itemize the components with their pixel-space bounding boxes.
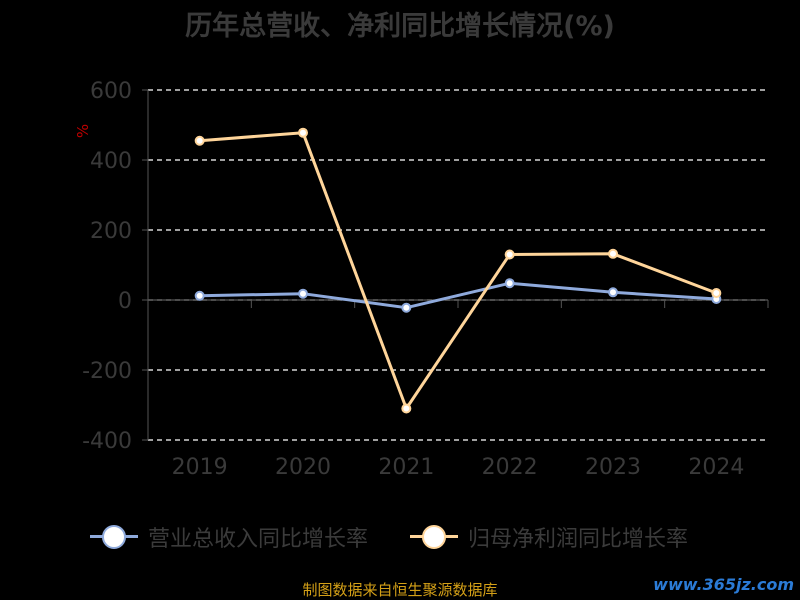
data-point-s0-2020 — [298, 288, 308, 299]
y-tick-label-400: 400 — [90, 149, 132, 174]
y-tick-label-0: 0 — [118, 289, 132, 314]
data-point-s1-2024 — [711, 288, 722, 298]
y-tick-label--200: -200 — [82, 359, 132, 384]
data-point-s0-2022 — [504, 278, 515, 289]
x-tick-label-2020: 2020 — [275, 455, 331, 480]
y-tick-label-600: 600 — [90, 79, 132, 104]
legend-label-net-profit: 归母净利润同比增长率 — [468, 527, 689, 552]
watermark: www.365jz.com — [653, 575, 794, 594]
legend-item-revenue[interactable]: 营业总收入同比增长率 — [90, 522, 368, 552]
y-tick-label-200: 200 — [90, 219, 132, 244]
x-tick-label-2022: 2022 — [482, 455, 538, 480]
grid-lines — [148, 89, 768, 441]
series-line-1 — [199, 131, 717, 410]
legend-item-net-profit[interactable]: 归母净利润同比增长率 — [410, 522, 688, 552]
legend-label-revenue: 营业总收入同比增长率 — [148, 527, 369, 552]
x-tick-label-2024: 2024 — [688, 455, 744, 480]
y-tick-labels: 600 400 200 0 -200 -400 — [82, 79, 132, 454]
y-tick-label--400: -400 — [82, 429, 132, 454]
x-tick-labels: 2019 2020 2021 2022 2023 2024 — [172, 455, 745, 480]
legend-marker-revenue — [90, 522, 138, 552]
data-point-s1-2022 — [504, 249, 515, 260]
data-point-s1-2021 — [401, 403, 412, 414]
legend-marker-net-profit — [410, 522, 458, 552]
data-source-note: 制图数据来自恒生聚源数据库 — [302, 581, 498, 599]
x-tick-label-2021: 2021 — [378, 455, 434, 480]
legend: 营业总收入同比增长率 归母净利润同比增长率 — [0, 522, 800, 552]
data-point-s0-2023 — [608, 287, 618, 298]
series-line-0 — [199, 281, 717, 310]
series-layer — [194, 127, 722, 414]
data-point-s0-2021 — [401, 302, 412, 313]
data-point-s1-2023 — [608, 248, 618, 259]
data-point-s1-2019 — [194, 135, 205, 146]
chart-title: 历年总营收、净利同比增长情况(%) — [185, 11, 615, 42]
x-tick-label-2019: 2019 — [172, 455, 228, 480]
data-point-s1-2020 — [298, 127, 308, 138]
x-tick-label-2023: 2023 — [585, 455, 641, 480]
axes — [142, 89, 769, 441]
data-point-s0-2019 — [194, 290, 205, 301]
